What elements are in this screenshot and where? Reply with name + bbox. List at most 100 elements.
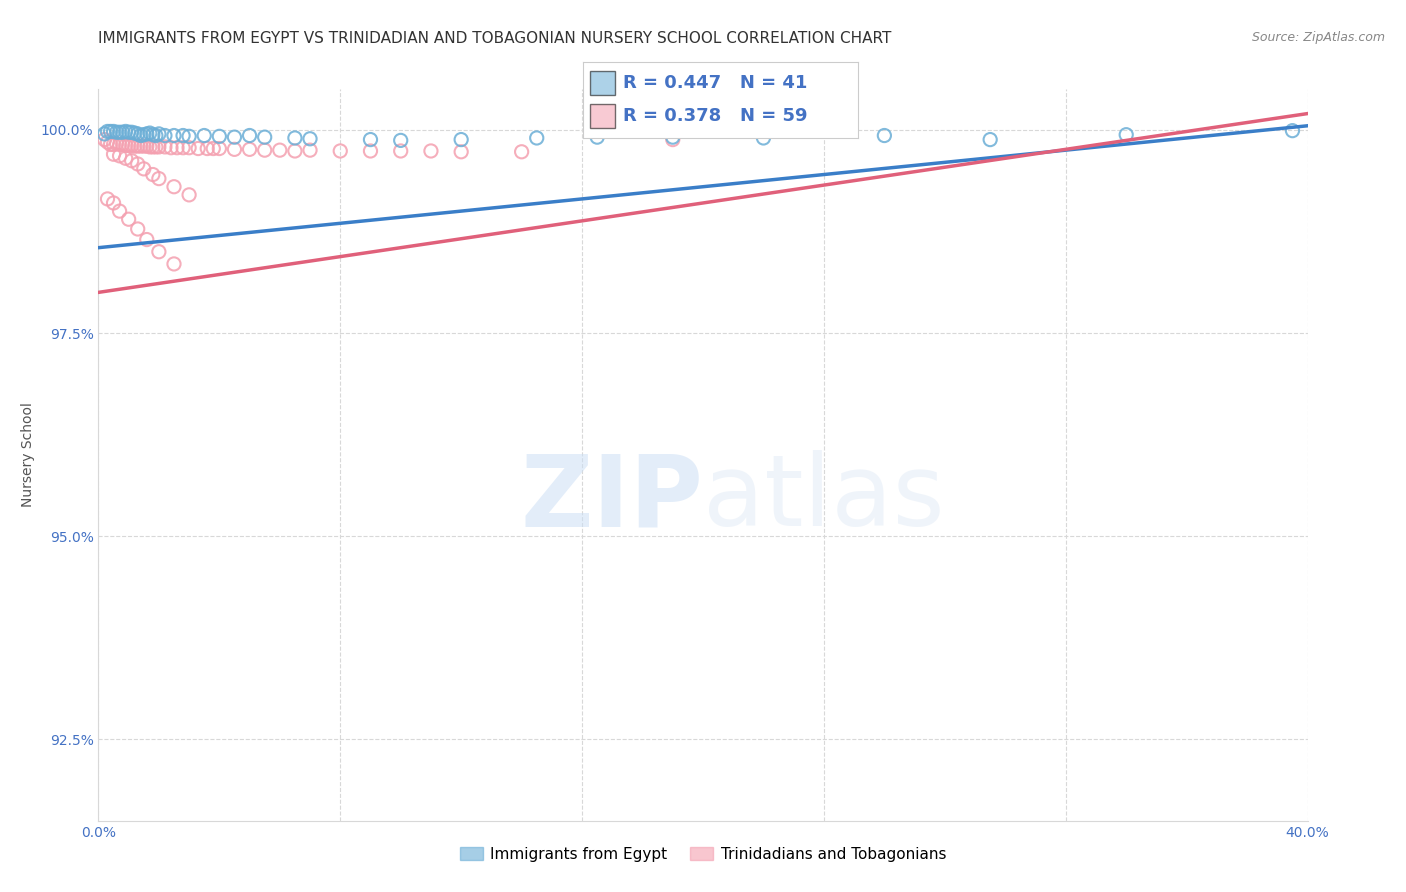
Point [208,129,231,144]
Point [752,131,775,145]
Point [103,137,125,152]
Point [135,233,157,247]
Point [1281,123,1303,137]
Point [148,244,170,259]
Text: IMMIGRANTS FROM EGYPT VS TRINIDADIAN AND TOBAGONIAN NURSERY SCHOOL CORRELATION C: IMMIGRANTS FROM EGYPT VS TRINIDADIAN AND… [98,31,891,46]
Point [124,126,146,140]
Point [118,138,141,153]
Point [105,125,128,139]
Point [239,142,262,156]
Point [93,127,115,141]
Point [127,139,149,153]
Point [269,143,291,157]
Point [132,161,155,176]
Point [360,132,382,146]
Point [208,142,231,156]
Point [108,204,131,219]
Point [253,143,276,157]
Point [135,127,157,141]
Point [108,149,131,163]
Point [299,143,322,157]
Point [105,136,128,151]
Point [153,128,176,143]
Point [108,125,131,139]
Point [96,124,118,138]
Text: atlas: atlas [703,450,945,548]
Point [111,137,134,152]
Point [153,140,176,154]
Point [142,140,165,154]
Point [586,130,609,145]
Point [121,125,143,139]
Point [121,153,143,168]
Point [132,128,155,142]
Point [253,130,276,145]
Point [179,187,201,202]
Point [139,126,162,140]
Point [114,151,136,165]
Point [299,132,322,146]
Point [148,171,170,186]
Point [139,140,162,154]
Point [661,130,683,145]
Point [450,145,472,159]
Text: R = 0.447   N = 41: R = 0.447 N = 41 [623,74,807,92]
Point [360,144,382,158]
Point [148,140,170,154]
Point [129,128,152,143]
Point [118,125,141,139]
Point [420,144,443,158]
Point [389,133,412,147]
Point [450,132,472,146]
Point [1115,128,1137,142]
Point [127,127,149,141]
Text: ZIP: ZIP [520,450,703,548]
Point [124,139,146,153]
Point [114,124,136,138]
Text: Source: ZipAtlas.com: Source: ZipAtlas.com [1251,31,1385,45]
Point [96,192,118,206]
Point [127,222,149,236]
Point [179,129,201,144]
Point [284,131,307,145]
Point [163,257,186,271]
FancyBboxPatch shape [591,70,614,95]
Point [148,127,170,141]
Point [96,135,118,149]
Point [132,139,155,153]
Point [526,131,548,145]
Point [121,138,143,153]
Point [114,138,136,153]
Point [179,141,201,155]
Point [142,168,165,182]
Point [979,132,1001,146]
Legend: Immigrants from Egypt, Trinidadians and Tobagonians: Immigrants from Egypt, Trinidadians and … [454,840,952,868]
Point [195,142,218,156]
Point [284,144,307,158]
Point [93,132,115,146]
Point [103,196,125,211]
Point [389,144,412,158]
Point [873,128,896,143]
Y-axis label: Nursery School: Nursery School [21,402,35,508]
FancyBboxPatch shape [591,104,614,128]
Point [163,128,186,143]
Point [135,139,157,153]
Point [100,124,122,138]
Point [111,125,134,139]
Point [329,144,352,158]
Point [129,139,152,153]
Point [145,128,167,143]
Point [224,130,246,145]
Point [163,179,186,194]
Point [193,128,215,143]
Point [160,141,183,155]
Point [108,137,131,152]
Point [127,157,149,171]
Point [661,132,683,146]
Point [145,140,167,154]
Point [166,141,188,155]
Point [142,128,165,142]
Point [224,142,246,156]
Point [202,142,225,156]
